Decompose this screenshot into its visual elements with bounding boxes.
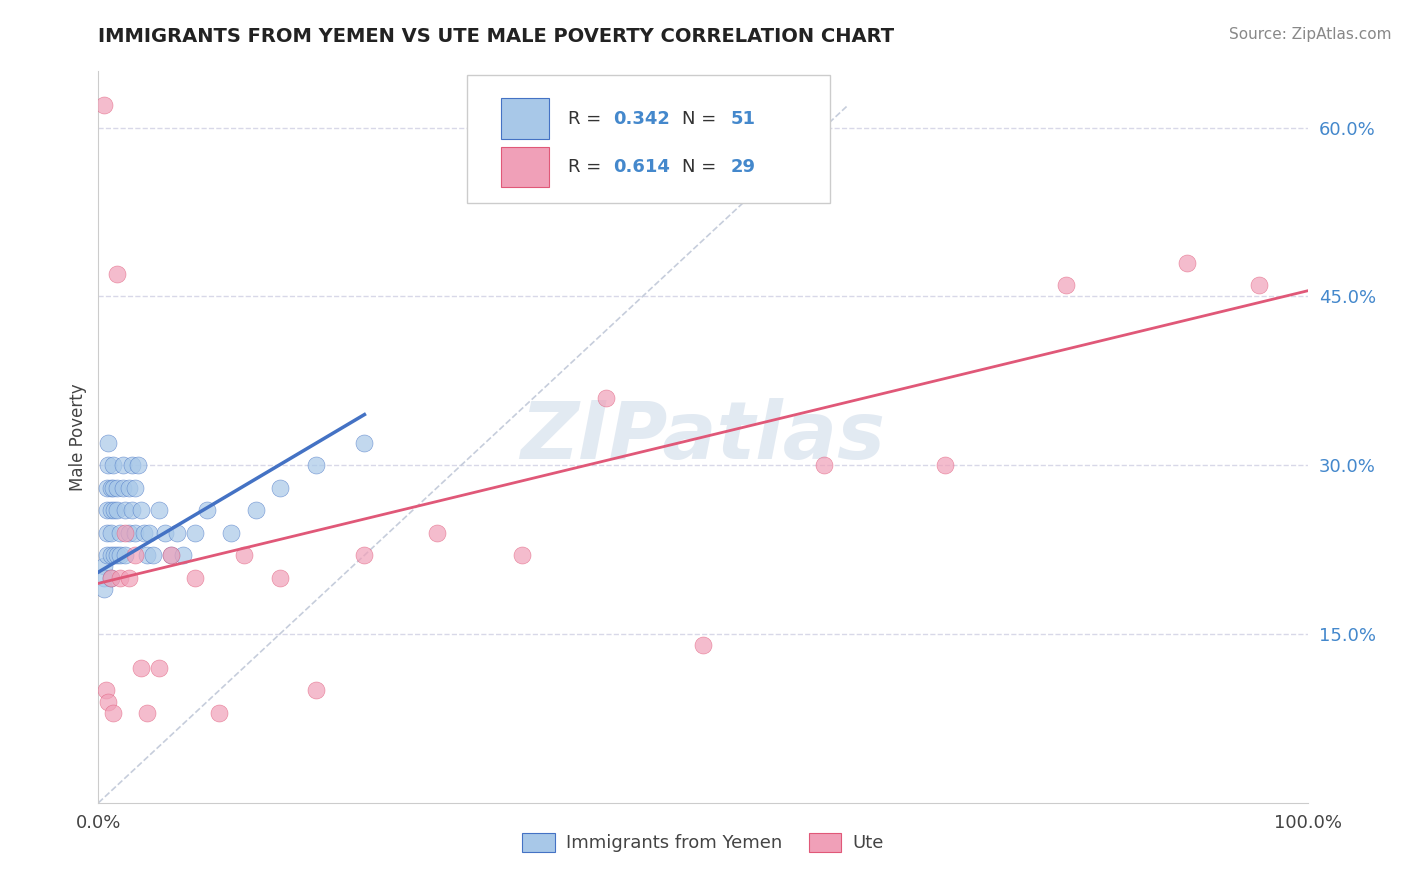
Point bbox=[195, 503, 218, 517]
Point bbox=[172, 548, 194, 562]
Point bbox=[510, 548, 533, 562]
Point bbox=[232, 548, 254, 562]
Point bbox=[221, 525, 243, 540]
Point bbox=[101, 481, 124, 495]
Point bbox=[1249, 278, 1271, 293]
Text: Source: ZipAtlas.com: Source: ZipAtlas.com bbox=[1229, 27, 1392, 42]
Point bbox=[148, 661, 170, 675]
Point bbox=[813, 458, 835, 473]
Point bbox=[103, 503, 125, 517]
Text: IMMIGRANTS FROM YEMEN VS UTE MALE POVERTY CORRELATION CHART: IMMIGRANTS FROM YEMEN VS UTE MALE POVERT… bbox=[98, 27, 894, 45]
Point bbox=[96, 548, 118, 562]
Point bbox=[124, 525, 146, 540]
Point bbox=[129, 661, 152, 675]
Point bbox=[93, 571, 115, 585]
Point bbox=[353, 548, 375, 562]
Text: R =: R = bbox=[568, 159, 606, 177]
Point bbox=[108, 548, 131, 562]
Point bbox=[103, 548, 125, 562]
Point bbox=[108, 571, 131, 585]
Point bbox=[134, 525, 156, 540]
Point bbox=[94, 683, 117, 698]
Point bbox=[426, 525, 449, 540]
Point bbox=[269, 571, 291, 585]
Point bbox=[129, 503, 152, 517]
Point bbox=[135, 706, 157, 720]
Point bbox=[353, 435, 375, 450]
Text: N =: N = bbox=[682, 159, 723, 177]
Point bbox=[105, 548, 128, 562]
Point bbox=[111, 481, 134, 495]
Point bbox=[127, 458, 149, 473]
Text: 0.614: 0.614 bbox=[613, 159, 671, 177]
Point bbox=[305, 683, 328, 698]
Point bbox=[105, 267, 128, 281]
Point bbox=[184, 525, 207, 540]
Point bbox=[97, 458, 120, 473]
Point bbox=[160, 548, 183, 562]
Point bbox=[100, 503, 122, 517]
Point bbox=[153, 525, 176, 540]
Point bbox=[305, 458, 328, 473]
FancyBboxPatch shape bbox=[467, 75, 830, 203]
Point bbox=[245, 503, 267, 517]
Point bbox=[269, 481, 291, 495]
Text: R =: R = bbox=[568, 110, 606, 128]
Point bbox=[692, 638, 714, 652]
Point bbox=[100, 571, 122, 585]
Point bbox=[96, 481, 118, 495]
Point bbox=[108, 525, 131, 540]
Point bbox=[105, 503, 128, 517]
Point bbox=[114, 548, 136, 562]
Legend: Immigrants from Yemen, Ute: Immigrants from Yemen, Ute bbox=[515, 826, 891, 860]
Point bbox=[100, 571, 122, 585]
Text: ZIPatlas: ZIPatlas bbox=[520, 398, 886, 476]
Point bbox=[142, 548, 165, 562]
Point bbox=[100, 548, 122, 562]
Point bbox=[138, 525, 160, 540]
Point bbox=[93, 582, 115, 596]
Point bbox=[208, 706, 231, 720]
Point bbox=[118, 571, 141, 585]
Point bbox=[105, 481, 128, 495]
Point bbox=[118, 525, 141, 540]
Point bbox=[166, 525, 188, 540]
Point bbox=[100, 525, 122, 540]
Point bbox=[93, 559, 115, 574]
Point bbox=[101, 706, 124, 720]
Point bbox=[1054, 278, 1077, 293]
Point bbox=[1175, 255, 1198, 269]
Point bbox=[111, 458, 134, 473]
Point bbox=[121, 503, 143, 517]
Point bbox=[148, 503, 170, 517]
Text: 0.342: 0.342 bbox=[613, 110, 671, 128]
Point bbox=[97, 694, 120, 708]
Point bbox=[114, 503, 136, 517]
Point bbox=[118, 481, 141, 495]
Point bbox=[595, 391, 617, 405]
Text: 51: 51 bbox=[731, 110, 756, 128]
Point bbox=[124, 548, 146, 562]
Point bbox=[934, 458, 956, 473]
Y-axis label: Male Poverty: Male Poverty bbox=[69, 384, 87, 491]
Point bbox=[101, 458, 124, 473]
Text: 29: 29 bbox=[731, 159, 756, 177]
Point bbox=[96, 503, 118, 517]
Point bbox=[114, 525, 136, 540]
FancyBboxPatch shape bbox=[501, 147, 550, 187]
Text: N =: N = bbox=[682, 110, 723, 128]
Point bbox=[97, 435, 120, 450]
Point bbox=[184, 571, 207, 585]
Point bbox=[96, 525, 118, 540]
Point bbox=[93, 98, 115, 112]
Point bbox=[135, 548, 157, 562]
FancyBboxPatch shape bbox=[501, 98, 550, 139]
Point bbox=[100, 481, 122, 495]
Point bbox=[124, 481, 146, 495]
Point bbox=[160, 548, 183, 562]
Point bbox=[121, 458, 143, 473]
